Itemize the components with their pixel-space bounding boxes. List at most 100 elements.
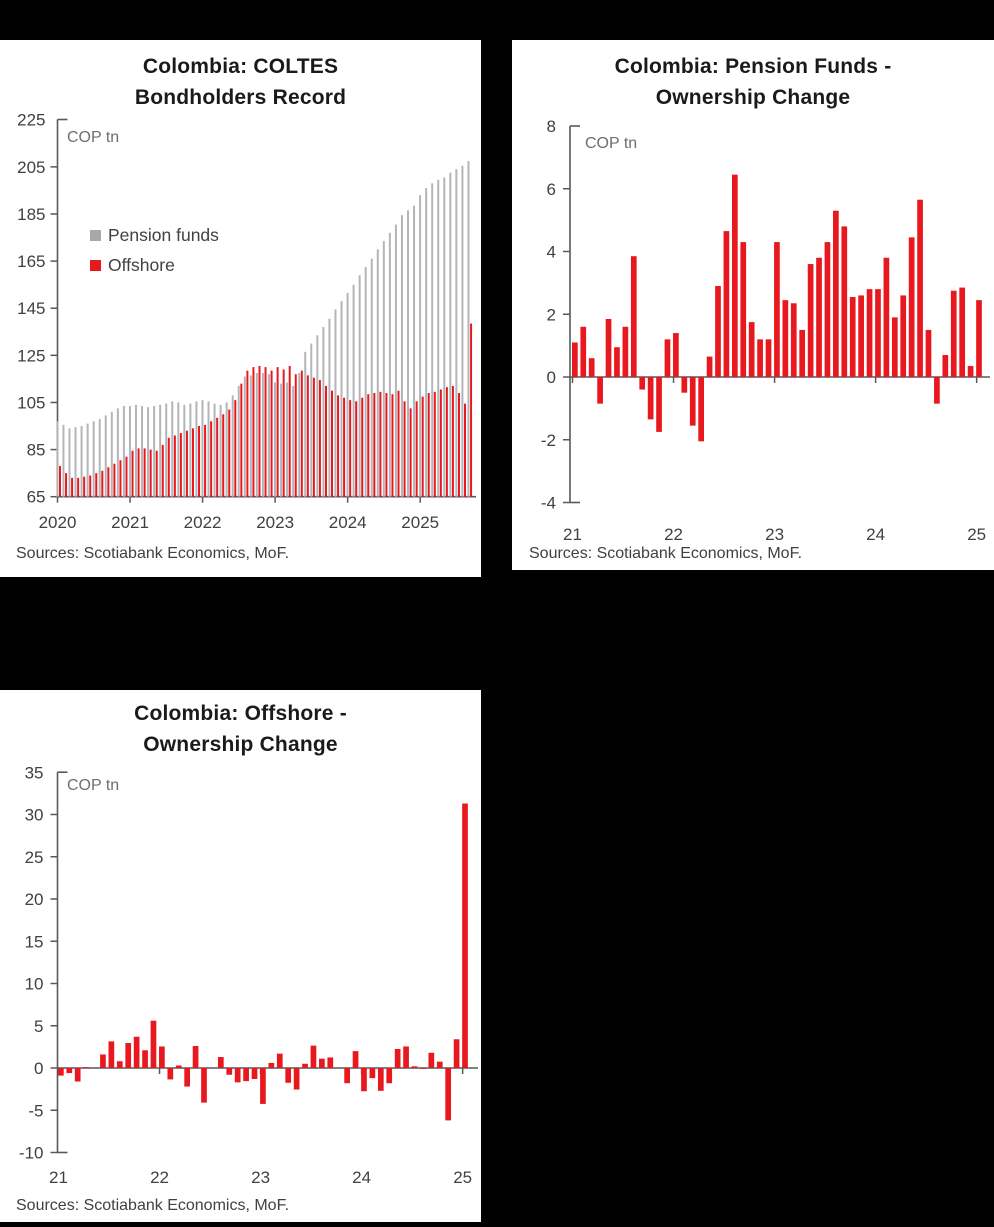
y-tick-label: 165 <box>17 252 45 271</box>
y-tick-label: 185 <box>17 205 45 224</box>
bar <box>437 179 440 497</box>
offshore-change-plot: 35 30 25 20 15 10 5 0 -5 -10 21 22 23 24 25 <box>19 763 478 1187</box>
bars-offshore <box>59 323 473 497</box>
bar <box>824 242 831 377</box>
bar <box>249 375 252 497</box>
x-tick-label: 22 <box>664 525 683 544</box>
bar <box>765 339 772 377</box>
bars-offshore-monthly-change <box>58 803 468 1121</box>
coltes-plot: 225 205 185 165 145 125 105 85 65 2020 2021 2022 202… <box>17 111 476 532</box>
bar <box>258 365 261 497</box>
x-tick-label: 23 <box>251 1168 270 1187</box>
offshore-legend-label: Offshore <box>108 254 175 275</box>
bar <box>128 405 131 497</box>
coltes-sources-note: Sources: Scotiabank Economics, MoF. <box>16 545 290 562</box>
bar <box>421 396 424 497</box>
bar <box>179 433 182 497</box>
bar <box>420 1068 426 1069</box>
bar <box>470 323 473 497</box>
bar <box>101 470 104 497</box>
y-tick-label: 85 <box>27 441 46 460</box>
bar <box>681 377 688 393</box>
bar <box>264 367 267 497</box>
bar <box>110 411 113 497</box>
bar <box>310 1045 317 1068</box>
x-tick-label: 2021 <box>111 513 149 532</box>
bar <box>386 1068 393 1084</box>
bar <box>185 430 188 497</box>
bar <box>300 370 303 497</box>
y-tick-label: 65 <box>27 488 46 507</box>
bar <box>171 401 174 497</box>
bar <box>875 289 881 377</box>
bar <box>639 377 646 390</box>
y-tick-label: 0 <box>34 1059 43 1078</box>
bar <box>449 172 452 497</box>
bar <box>175 1065 182 1068</box>
bar <box>276 367 279 497</box>
bar <box>80 426 83 497</box>
bar <box>207 401 210 497</box>
bar <box>159 1046 165 1068</box>
bar <box>411 1066 418 1068</box>
bar <box>167 437 170 497</box>
bar <box>433 391 436 497</box>
y-tick-label: 2 <box>547 305 556 324</box>
bar <box>183 404 186 497</box>
bar <box>116 408 119 497</box>
bar <box>757 339 763 377</box>
bar <box>150 1020 157 1068</box>
bar <box>285 1068 292 1083</box>
bar <box>673 333 679 377</box>
bar <box>304 351 307 497</box>
bar <box>243 376 246 497</box>
bar <box>630 256 637 377</box>
bar <box>443 177 446 497</box>
bar <box>379 391 382 497</box>
bar <box>614 347 620 377</box>
bar <box>192 1046 199 1068</box>
bar <box>597 377 603 404</box>
pension-funds-legend-label: Pension funds <box>108 224 219 245</box>
bar <box>656 377 662 432</box>
pension-change-plot: 8 6 4 2 0 -2 -4 21 22 23 24 25 <box>541 117 990 544</box>
x-tick-label: 2025 <box>401 513 439 532</box>
bar <box>866 289 873 377</box>
bar <box>225 402 228 497</box>
bar <box>137 448 140 497</box>
bar <box>324 385 327 497</box>
y-tick-label: 125 <box>17 346 45 365</box>
bar <box>261 373 264 497</box>
bar <box>274 382 277 497</box>
offshore-change-chart-title: Colombia: Offshore - Ownership Change <box>0 698 481 760</box>
bar <box>119 460 122 497</box>
bar <box>133 1036 140 1068</box>
bar <box>310 343 313 497</box>
bar <box>318 380 321 497</box>
bar <box>216 417 219 497</box>
bar <box>316 335 319 497</box>
y-tick-label: 0 <box>547 368 556 387</box>
bar <box>647 377 654 420</box>
coltes-legend: Pension funds Offshore <box>90 220 219 280</box>
bar <box>849 296 856 377</box>
y-tick-label: 205 <box>17 158 45 177</box>
bar <box>917 199 923 377</box>
bar <box>104 415 107 497</box>
bar <box>706 356 713 377</box>
x-tick-label: 24 <box>352 1168 371 1187</box>
bar <box>425 188 428 497</box>
bar <box>352 284 355 497</box>
bar <box>731 174 738 377</box>
bar <box>445 1068 452 1121</box>
bar <box>312 377 315 497</box>
bar <box>782 300 789 377</box>
bar <box>134 404 137 497</box>
bar <box>165 403 168 497</box>
bar <box>100 1054 106 1068</box>
bar <box>967 366 974 377</box>
y-tick-label: -5 <box>28 1101 43 1120</box>
bar <box>382 241 385 497</box>
bar <box>122 405 125 497</box>
bar <box>413 205 416 497</box>
